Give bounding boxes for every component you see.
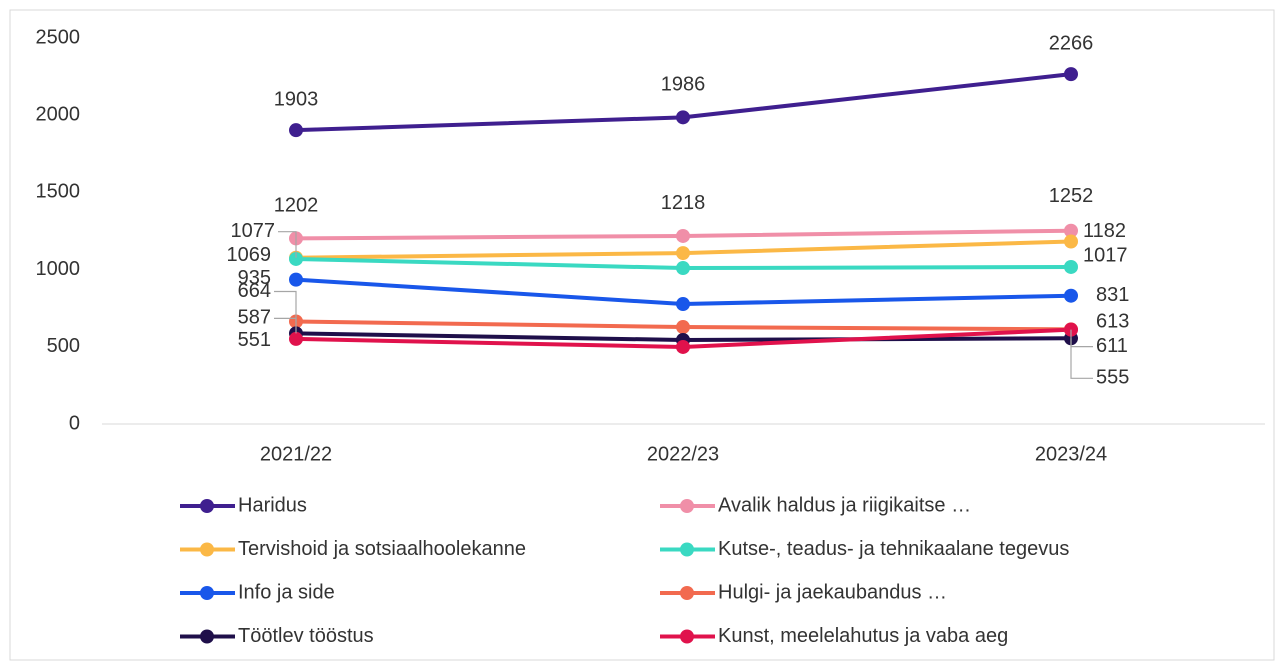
y-tick-label: 1000 — [36, 258, 81, 280]
data-label: 1903 — [274, 88, 319, 110]
legend-label: Hulgi- ja jaekaubandus … — [718, 581, 947, 603]
legend-marker — [200, 542, 214, 557]
data-point — [676, 297, 690, 312]
legend-marker — [200, 499, 214, 513]
data-point — [676, 110, 690, 125]
data-point — [676, 246, 690, 261]
legend-label: Info ja side — [238, 581, 335, 603]
y-tick-label: 2500 — [36, 26, 81, 48]
data-label: 935 — [238, 267, 271, 289]
data-label: 555 — [1096, 367, 1129, 389]
y-tick-label: 2000 — [36, 103, 81, 125]
legend-marker — [680, 629, 694, 644]
legend-marker — [680, 586, 694, 600]
x-tick-label: 2023/24 — [1035, 443, 1107, 465]
data-label: 1182 — [1083, 220, 1126, 242]
data-point — [1064, 67, 1078, 82]
legend-label: Kutse-, teadus- ja tehnikaalane tegevus — [718, 538, 1069, 560]
y-tick-label: 0 — [69, 412, 80, 434]
data-label: 587 — [238, 307, 271, 329]
data-point — [1064, 223, 1078, 238]
data-point — [676, 339, 690, 354]
data-label: 2266 — [1049, 32, 1094, 54]
chart-border — [9, 9, 1275, 661]
data-point — [289, 272, 303, 287]
data-label: 831 — [1096, 284, 1129, 306]
data-point — [289, 251, 303, 266]
legend-label: Tervishoid ja sotsiaalhoolekanne — [238, 538, 526, 560]
data-label: 1202 — [274, 195, 319, 217]
legend-label: Haridus — [238, 494, 307, 516]
legend-marker — [680, 499, 694, 513]
data-point — [676, 228, 690, 243]
data-label: 611 — [1096, 335, 1128, 357]
leader-line — [1070, 329, 1093, 348]
legend-label: Töötlev tööstus — [238, 625, 374, 647]
data-point — [1064, 288, 1078, 303]
y-tick-label: 1500 — [36, 181, 81, 203]
legend-marker — [200, 586, 214, 600]
data-point — [1064, 259, 1078, 274]
data-label: 551 — [238, 329, 271, 351]
legend-label: Kunst, meelelahutus ja vaba aeg — [718, 625, 1008, 647]
y-tick-label: 500 — [47, 335, 80, 357]
data-label: 664 — [238, 280, 271, 302]
data-point — [289, 123, 303, 138]
x-tick-label: 2021/22 — [260, 443, 332, 465]
leader-line — [274, 290, 297, 322]
legend-marker — [680, 542, 694, 557]
data-point — [1064, 234, 1078, 249]
data-label: 613 — [1096, 311, 1129, 333]
data-point — [676, 320, 690, 335]
legend-marker — [200, 629, 214, 644]
data-label: 1017 — [1083, 244, 1128, 266]
data-label: 1077 — [231, 220, 276, 242]
leader-line — [1070, 338, 1093, 379]
leader-line — [278, 231, 297, 258]
data-point — [289, 331, 303, 346]
x-tick-label: 2022/23 — [647, 443, 719, 465]
leader-line — [274, 317, 297, 334]
data-label: 1986 — [661, 74, 706, 96]
data-label: 1252 — [1049, 185, 1094, 207]
legend-label: Avalik haldus ja riigikaitse … — [718, 494, 971, 516]
data-label: 1069 — [227, 244, 272, 266]
data-point — [676, 261, 690, 276]
data-label: 1218 — [661, 192, 706, 214]
